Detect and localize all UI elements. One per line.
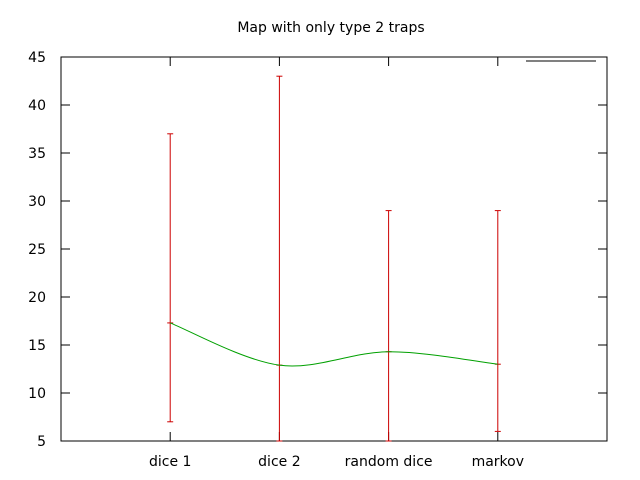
y-tick-label: 25 [28,242,46,258]
y-tick-label: 35 [28,146,46,162]
y-tick-label: 45 [28,50,46,66]
chart-title: Map with only type 2 traps [237,20,424,36]
x-tick-label: dice 1 [149,454,191,470]
series-lines [170,322,498,367]
series-line [170,322,498,367]
plot-frame [60,56,608,442]
y-axis: 5 10 15 20 25 30 35 40 45 [28,50,607,450]
x-axis: dice 1 dice 2 random dice markov [149,57,524,470]
y-tick-label: 5 [37,434,46,450]
y-tick-label: 20 [28,290,46,306]
x-tick-label: dice 2 [258,454,300,470]
y-tick-label: 40 [28,98,46,114]
y-tick-label: 30 [28,194,46,210]
y-tick-label: 15 [28,338,46,354]
x-tick-label: markov [472,454,524,470]
y-tick-label: 10 [28,386,46,402]
error-bars [167,75,501,442]
x-tick-label: random dice [345,454,433,470]
